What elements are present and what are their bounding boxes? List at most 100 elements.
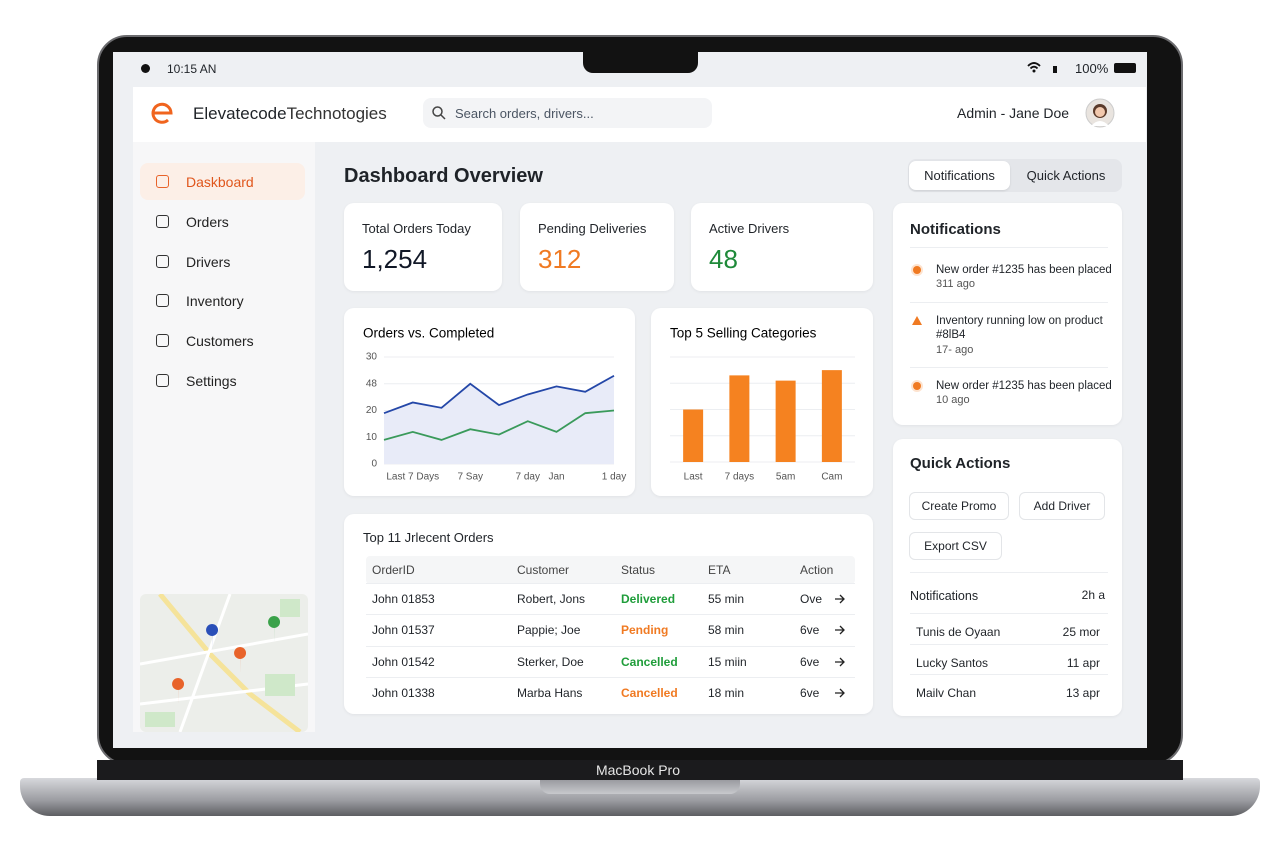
chart-title: Top 5 Selling Categories xyxy=(670,326,817,341)
table-cell: John 01338 xyxy=(372,685,435,700)
notification-icon xyxy=(913,266,921,274)
table-cell: Delivered xyxy=(621,592,676,606)
column-header: ETA xyxy=(708,563,731,577)
divider xyxy=(910,572,1108,573)
table-title: Top 11 Jrlecent Orders xyxy=(363,530,494,545)
x-tick-label: Jan xyxy=(548,472,564,483)
stat-label: Total Orders Today xyxy=(362,221,471,236)
brand-name: Elevatecode xyxy=(193,104,287,123)
bar xyxy=(821,370,842,462)
divider xyxy=(910,302,1108,303)
user-name[interactable]: Admin - Jane Doe xyxy=(957,105,1070,121)
series-line xyxy=(383,374,615,415)
bar-chart: Top 5 Selling Categories Last 7 days 5am Cam xyxy=(670,326,855,483)
x-tick-label: 7 days xyxy=(725,472,754,483)
table-cell: 6ve xyxy=(800,654,820,669)
search-icon xyxy=(432,106,446,120)
list-date: 25 mor xyxy=(1062,625,1100,639)
row-action-arrow[interactable] xyxy=(834,687,846,699)
divider xyxy=(910,613,1108,614)
x-tick-label: Cam xyxy=(821,472,842,483)
line-chart-card: Orders vs. Completed 0 10 20 48 30 Last 7 Days… xyxy=(344,308,635,496)
action-button[interactable]: Add Driver xyxy=(1019,492,1105,520)
nav-icon xyxy=(156,334,169,348)
x-tick-label: 7 day xyxy=(516,472,540,483)
table-cell: 15 miin xyxy=(708,654,747,669)
x-tick-label: 1 day xyxy=(602,472,626,483)
divider xyxy=(910,247,1108,248)
section-title: Notifications xyxy=(910,589,979,603)
action-button[interactable]: Create Promo xyxy=(909,492,1009,520)
nav-icon xyxy=(156,254,169,268)
row-action-arrow[interactable] xyxy=(834,656,846,668)
nav-item[interactable]: Inventory xyxy=(186,293,244,310)
line-chart: Orders vs. Completed 0 10 20 48 30 Last 7 Days… xyxy=(363,326,626,483)
action-button[interactable]: Export CSV xyxy=(909,532,1002,560)
nav-item[interactable]: Daskboard xyxy=(186,174,254,190)
list-date: 13 apr xyxy=(1065,686,1100,700)
map[interactable] xyxy=(140,594,308,732)
orders-table-card: Top 11 Jrlecent Orders OrderID Customer Sta… xyxy=(344,514,873,714)
stat-label: Pending Deliveries xyxy=(538,221,647,236)
stat-value: 1,254 xyxy=(362,244,428,274)
battery-text: 100% xyxy=(1075,61,1109,76)
table-cell: John 01537 xyxy=(372,623,435,638)
row-action-arrow[interactable] xyxy=(834,593,846,605)
nav-icon xyxy=(156,374,169,387)
nav-icon xyxy=(156,175,169,188)
nav-active-bg xyxy=(140,163,305,200)
column-header: Status xyxy=(621,563,656,577)
y-tick-label: 48 xyxy=(366,378,378,389)
stat-card: Total Orders Today 1,254 xyxy=(344,203,502,291)
x-tick-label: 5am xyxy=(776,472,795,483)
table-cell: Cancelled xyxy=(621,654,678,669)
x-tick-label: Last xyxy=(684,472,703,483)
table-cell: Pending xyxy=(621,623,669,638)
column-header: Customer xyxy=(517,563,570,577)
nav-item[interactable]: Customers xyxy=(186,333,254,350)
stat-card: Pending Deliveries 312 xyxy=(520,203,674,291)
status-icons xyxy=(1027,62,1057,73)
avatar[interactable] xyxy=(1085,98,1115,128)
search-box[interactable] xyxy=(423,98,712,128)
divider xyxy=(910,643,1108,645)
search-placeholder: Search orders, drivers... xyxy=(455,106,594,121)
notification-time: 10 ago xyxy=(936,394,970,406)
bar xyxy=(775,380,796,462)
x-tick-label: Last 7 Days xyxy=(386,472,439,483)
tab[interactable]: Quick Actions xyxy=(1026,168,1106,183)
table-cell: Cancelled xyxy=(621,685,678,700)
card-title: Quick Actions xyxy=(910,455,1011,472)
table-cell: John 01542 xyxy=(372,654,435,669)
list-date: 11 apr xyxy=(1066,655,1100,670)
bar-chart-card: Top 5 Selling Categories Last 7 days 5am Cam xyxy=(651,308,873,496)
list-name: Lucky Santos xyxy=(916,655,989,670)
table-cell: 58 min xyxy=(708,623,745,638)
row-divider xyxy=(366,645,855,647)
notification-icon xyxy=(912,316,922,325)
status-icon xyxy=(141,64,150,73)
nav-item[interactable]: Drivers xyxy=(186,253,231,270)
notification-time: 311 ago xyxy=(936,278,975,290)
logo[interactable] xyxy=(150,100,176,126)
table-cell: 18 min xyxy=(708,685,745,700)
y-tick-label: 20 xyxy=(366,405,378,416)
table-cell: 6ve xyxy=(800,623,820,638)
table-header-bg xyxy=(366,556,855,584)
list-name: Tunis de Oyaan xyxy=(916,625,1001,639)
nav-item[interactable]: Orders xyxy=(186,213,229,230)
row-divider xyxy=(366,614,855,616)
nav-icon xyxy=(156,214,169,228)
section-time: 2h a xyxy=(1081,588,1105,602)
quick-actions-card: Quick Actions Create Promo Add Driver Expor… xyxy=(893,439,1122,716)
tab[interactable]: Notifications xyxy=(909,161,1010,190)
card-title: Notifications xyxy=(910,221,1001,238)
nav-item[interactable]: Settings xyxy=(186,373,237,389)
y-tick-label: 30 xyxy=(366,352,378,363)
series-area xyxy=(384,375,614,464)
nav-icon xyxy=(156,294,169,308)
notification-text: New order #1235 has been placed xyxy=(936,264,1112,276)
row-action-arrow[interactable] xyxy=(834,624,846,636)
column-header: OrderID xyxy=(372,563,415,577)
camera-notch xyxy=(583,50,698,73)
